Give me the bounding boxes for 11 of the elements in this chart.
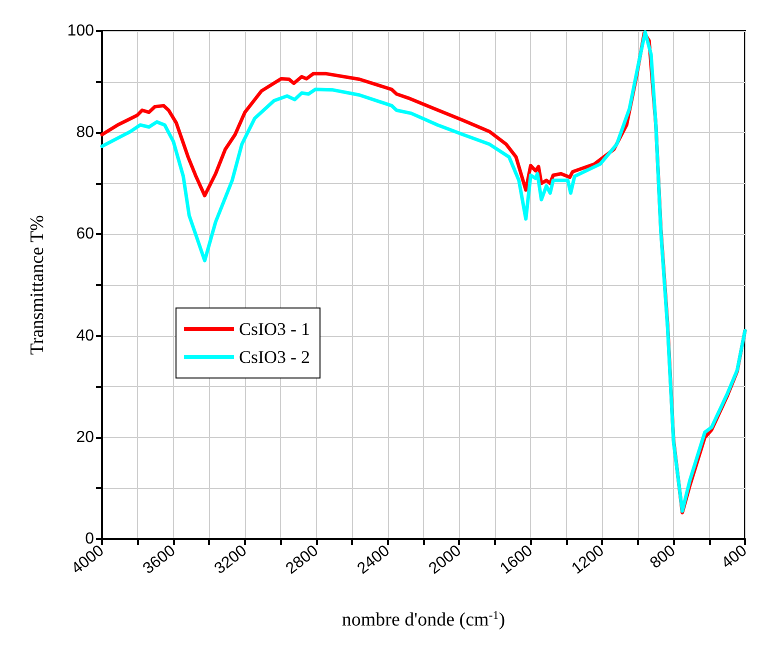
y-tick-label: 20 <box>76 428 94 446</box>
y-tick-label: 60 <box>76 226 94 243</box>
x-tick-label: 400 <box>718 542 750 572</box>
y-tick-label: 80 <box>76 124 94 142</box>
y-axis-title: Transmittance T% <box>27 214 48 355</box>
y-tick-label: 0 <box>85 530 94 548</box>
y-tick-label: 100 <box>67 22 94 40</box>
x-tick-label: 800 <box>647 542 679 572</box>
legend-label: CsIO3 - 2 <box>239 347 310 367</box>
legend-label: CsIO3 - 1 <box>239 319 310 339</box>
y-tick-label: 40 <box>76 327 94 344</box>
